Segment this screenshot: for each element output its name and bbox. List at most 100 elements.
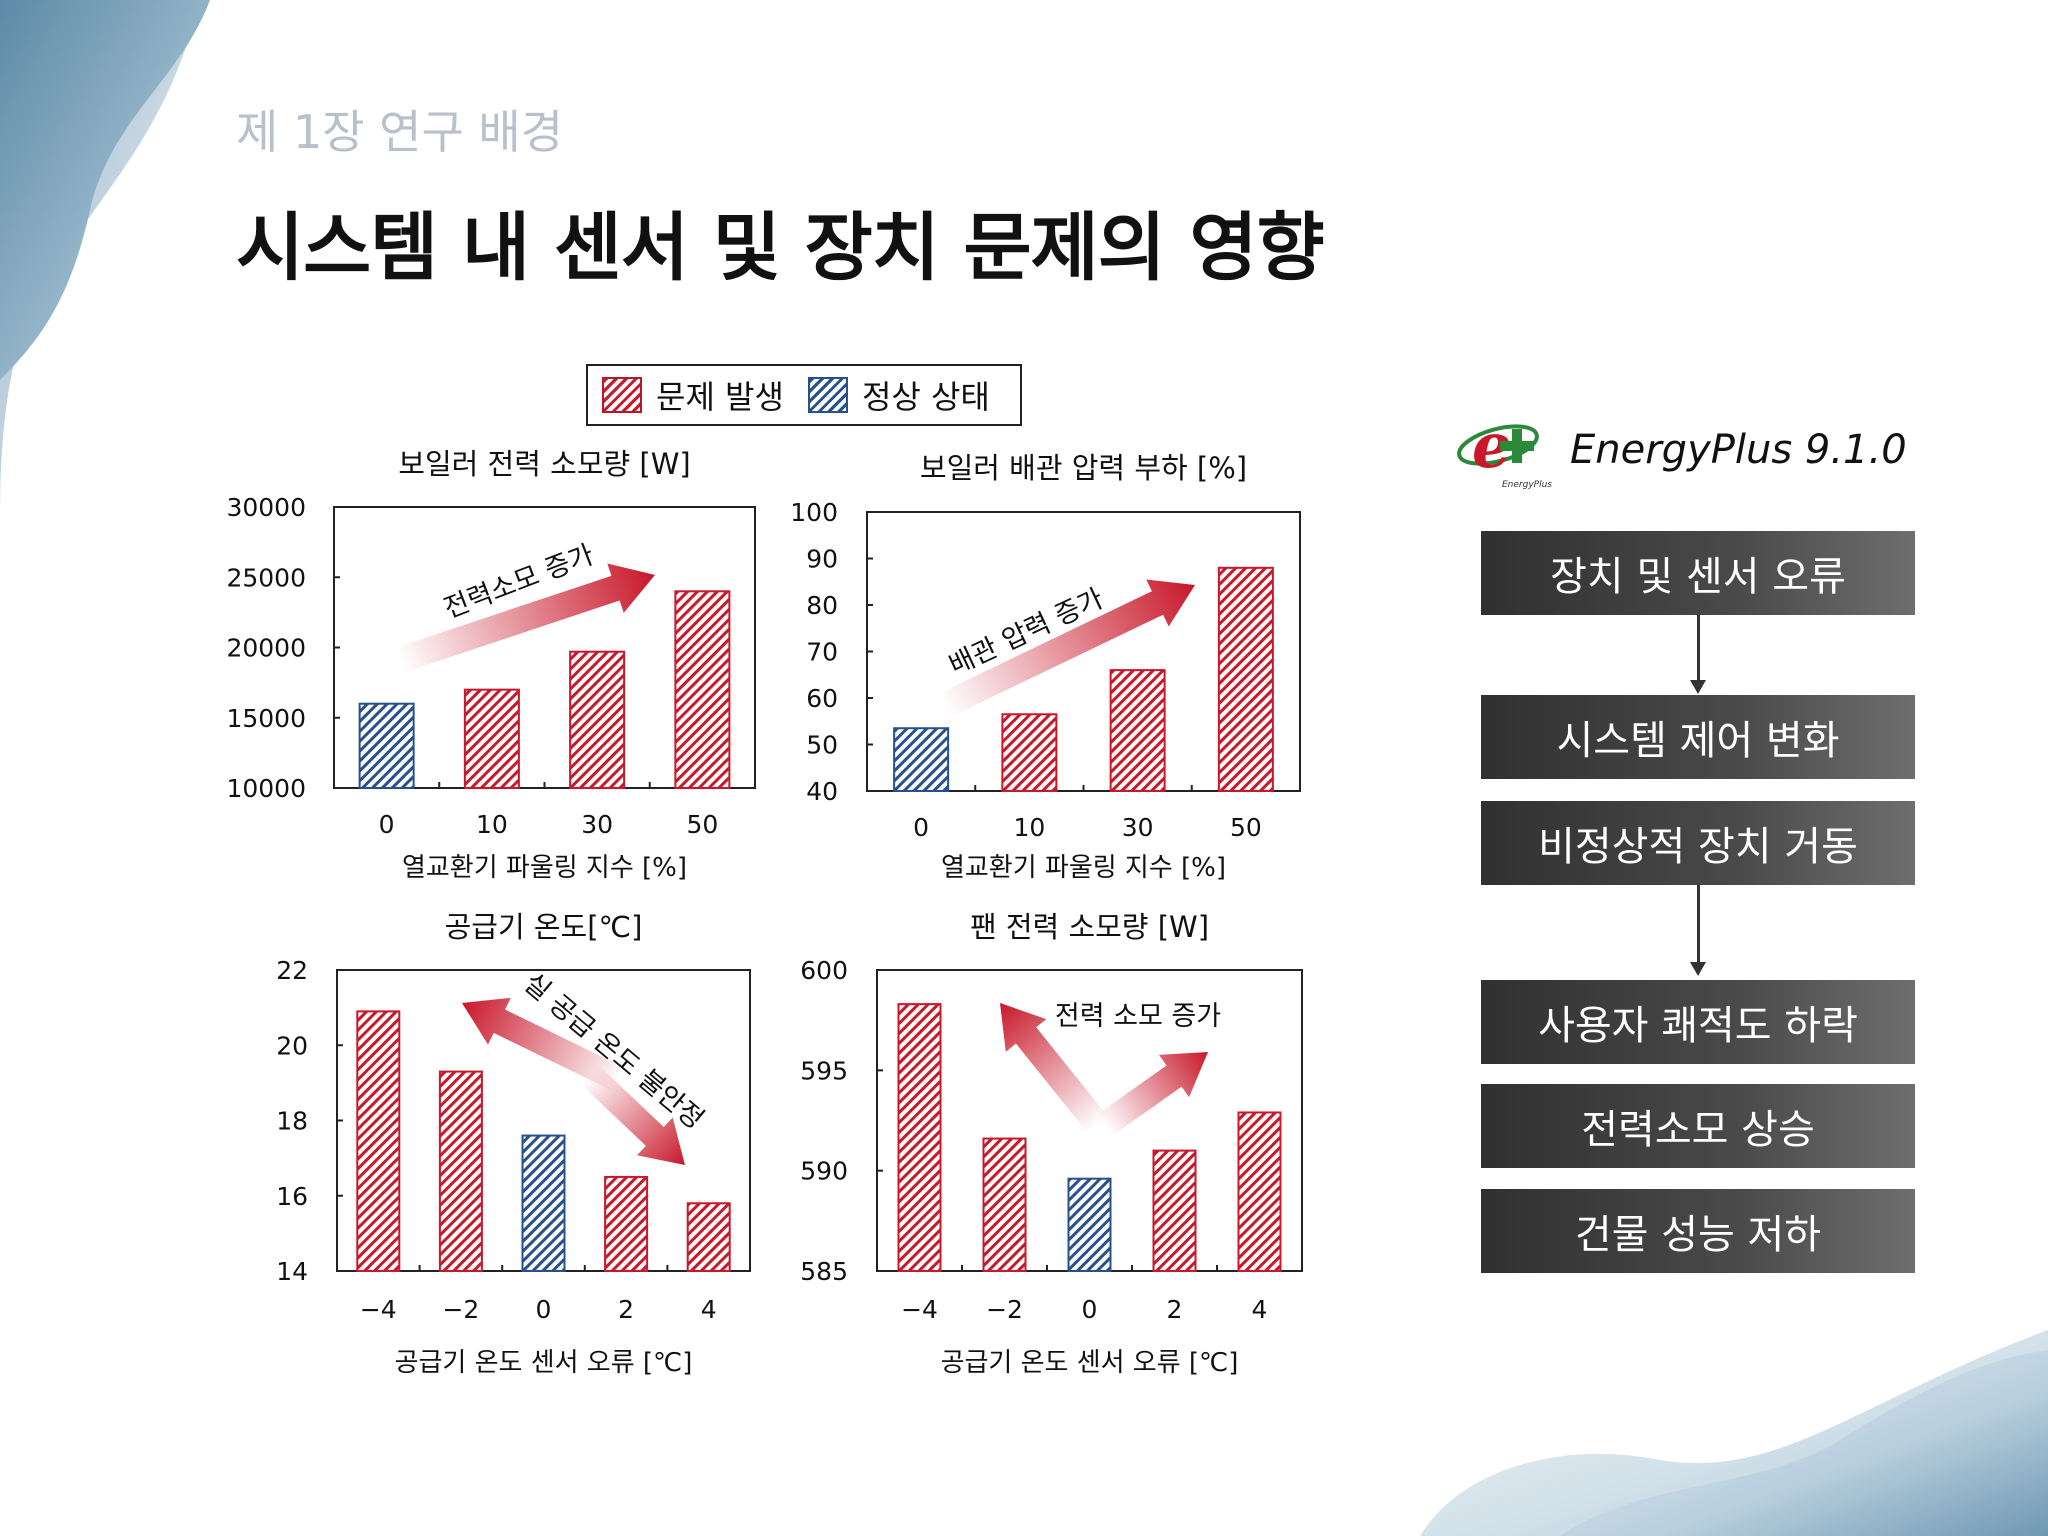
trend-arrow-shape <box>581 1065 686 1166</box>
chart-title: 공급기 온도[℃] <box>445 910 643 944</box>
bar-normal <box>893 727 950 792</box>
x-tick-label: 4 <box>701 1295 717 1324</box>
bar-problem <box>463 688 520 790</box>
energyplus-version-label: EnergyPlus 9.1.0 <box>1570 427 1907 473</box>
chart-legend: 문제 발생 정상 상태 <box>586 364 1022 426</box>
y-tick-label: 25000 <box>226 563 306 592</box>
y-tick-label: 90 <box>806 545 838 574</box>
bar-problem <box>1237 1111 1282 1273</box>
flow-arrowhead-2 <box>1690 962 1706 976</box>
y-tick-label: 18 <box>276 1107 308 1136</box>
flow-box-1: 장치 및 센서 오류 <box>1481 531 1915 615</box>
bar-problem <box>1109 669 1166 792</box>
chapter-label: 제 1장 연구 배경 <box>236 105 564 159</box>
x-tick-label: 4 <box>1252 1295 1268 1324</box>
bar-problem <box>1217 566 1274 792</box>
x-tick-label: −4 <box>360 1295 397 1324</box>
x-tick-label: 2 <box>618 1295 634 1324</box>
y-tick-label: 30000 <box>226 493 306 522</box>
bar-normal <box>521 1134 566 1273</box>
x-axis-label: 공급기 온도 센서 오류 [℃] <box>395 1348 693 1378</box>
trend-arrow <box>939 579 1196 717</box>
x-tick-label: 50 <box>686 810 718 839</box>
trend-arrow <box>395 563 656 673</box>
bar-problem <box>604 1175 649 1272</box>
legend-problem-swatch <box>602 377 642 413</box>
bar-problem <box>897 1003 942 1272</box>
bar-problem <box>674 590 731 789</box>
energyplus-logo-icon: e EnergyPlus <box>1450 405 1560 495</box>
y-tick-label: 40 <box>806 777 838 806</box>
flow-connector-2 <box>1697 885 1700 963</box>
energyplus-logo-small-text: EnergyPlus <box>1502 480 1552 490</box>
flow-box-6: 건물 성능 저하 <box>1481 1189 1915 1273</box>
bar-problem <box>1152 1149 1197 1272</box>
trend-arrow <box>1000 1003 1109 1134</box>
x-tick-label: 0 <box>536 1295 552 1324</box>
chart-title: 보일러 전력 소모량 [W] <box>398 447 690 481</box>
y-tick-label: 20 <box>276 1031 308 1060</box>
flow-box-3: 비정상적 장치 거동 <box>1481 801 1915 885</box>
energyplus-badge: e EnergyPlus EnergyPlus 9.1.0 <box>1450 405 1907 495</box>
y-tick-label: 595 <box>800 1056 848 1085</box>
y-tick-label: 590 <box>800 1157 848 1186</box>
x-tick-label: −2 <box>442 1295 479 1324</box>
y-tick-label: 22 <box>276 956 308 985</box>
bar-problem <box>1001 713 1058 793</box>
y-tick-label: 50 <box>806 731 838 760</box>
trend-annotation: 전력 소모 증가 <box>1055 1001 1221 1032</box>
bar-problem <box>438 1070 483 1273</box>
flow-arrowhead-1 <box>1690 680 1706 694</box>
x-tick-label: 2 <box>1167 1295 1183 1324</box>
legend-normal-label: 정상 상태 <box>861 378 990 416</box>
flow-connector-1 <box>1697 615 1700 681</box>
legend-normal-swatch <box>807 377 848 413</box>
bar-normal <box>1067 1177 1112 1273</box>
flow-box-5: 전력소모 상승 <box>1481 1084 1915 1168</box>
page-title: 시스템 내 센서 및 장치 문제의 영향 <box>236 205 1325 291</box>
bar-problem <box>356 1010 401 1272</box>
x-axis-label: 열교환기 파울링 지수 [%] <box>941 853 1226 883</box>
x-tick-label: 0 <box>913 813 929 842</box>
bar-problem <box>686 1202 731 1273</box>
x-axis-label: 공급기 온도 센서 오류 [℃] <box>941 1348 1239 1378</box>
x-tick-label: 50 <box>1230 813 1262 842</box>
y-tick-label: 80 <box>806 591 838 620</box>
x-tick-label: 0 <box>1082 1295 1098 1324</box>
x-tick-label: −4 <box>901 1295 938 1324</box>
bar-problem <box>982 1137 1027 1273</box>
y-tick-label: 60 <box>806 684 838 713</box>
flow-box-4: 사용자 쾌적도 하락 <box>1481 980 1915 1064</box>
chart-title: 팬 전력 소모량 [W] <box>970 910 1209 944</box>
y-tick-label: 15000 <box>226 704 306 733</box>
y-tick-label: 10000 <box>226 774 306 803</box>
x-tick-label: −2 <box>986 1295 1023 1324</box>
trend-arrow-shape <box>1097 1051 1209 1136</box>
chart-title: 보일러 배관 압력 부하 [%] <box>920 451 1247 485</box>
x-tick-label: 10 <box>1013 813 1045 842</box>
bar-normal <box>358 702 415 790</box>
bar-problem <box>569 650 626 790</box>
x-tick-label: 10 <box>476 810 508 839</box>
x-axis-label: 열교환기 파울링 지수 [%] <box>402 853 687 883</box>
y-tick-label: 14 <box>276 1257 308 1286</box>
trend-arrow-shape <box>939 579 1196 717</box>
legend-problem-label: 문제 발생 <box>656 378 784 416</box>
x-tick-label: 30 <box>1122 813 1154 842</box>
y-tick-label: 16 <box>276 1182 308 1211</box>
trend-arrow-shape <box>395 563 656 673</box>
trend-arrow <box>1097 1051 1209 1136</box>
x-tick-label: 0 <box>379 810 395 839</box>
trend-arrow <box>462 997 626 1092</box>
trend-arrow <box>581 1065 686 1166</box>
y-tick-label: 20000 <box>226 634 306 663</box>
y-tick-label: 100 <box>790 498 838 527</box>
y-tick-label: 585 <box>800 1257 848 1286</box>
flow-box-2: 시스템 제어 변화 <box>1481 695 1915 779</box>
y-tick-label: 600 <box>800 956 848 985</box>
y-tick-label: 70 <box>806 638 838 667</box>
x-tick-label: 30 <box>581 810 613 839</box>
trend-arrow-shape <box>462 997 626 1092</box>
